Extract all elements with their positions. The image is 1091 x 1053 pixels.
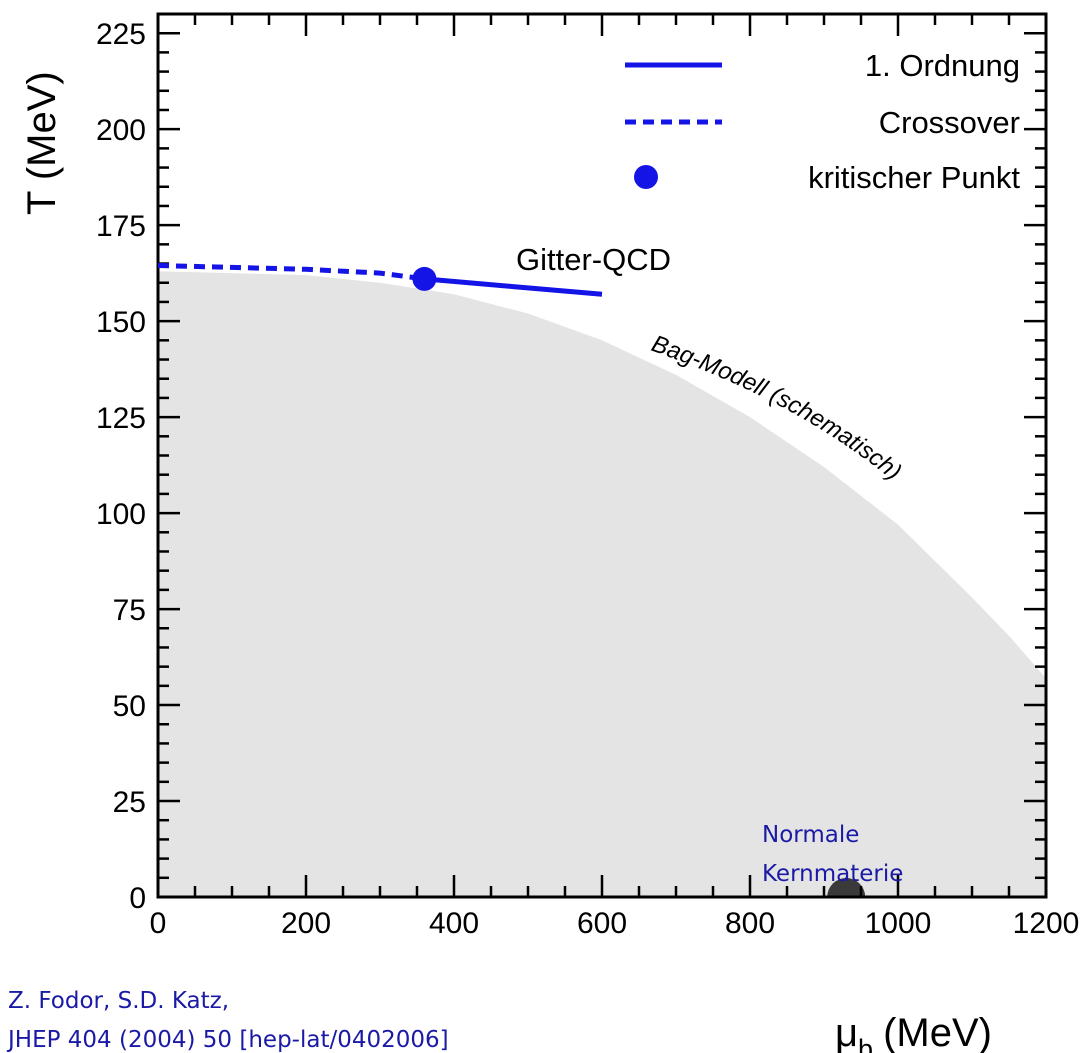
first-order-line [424, 276, 603, 297]
x-tick-label: 600 [577, 907, 627, 940]
x-axis-unit: (MeV) [883, 1011, 992, 1053]
y-tick-label: 125 [96, 402, 146, 435]
y-tick-label: 225 [96, 18, 146, 51]
normal-nuclear-matter-marker [827, 878, 866, 897]
x-tick-label: 200 [281, 907, 331, 940]
normal-matter-label-line1: Normale [762, 822, 859, 848]
x-axis-subscript: b [858, 1034, 873, 1053]
x-tick-label: 1000 [865, 907, 932, 940]
x-tick-label: 0 [150, 907, 167, 940]
y-tick-label: 75 [113, 594, 146, 627]
x-tick-label: 1200 [1013, 907, 1080, 940]
legend: 1. Ordnung Crossover kritischer Punkt [625, 48, 1020, 195]
x-tick-label: 400 [429, 907, 479, 940]
y-tick-label: 0 [129, 882, 146, 915]
y-tick-label: 50 [113, 690, 146, 723]
y-tick-label: 25 [113, 786, 146, 819]
plot-area [158, 271, 1046, 897]
x-tick-label: 800 [725, 907, 775, 940]
y-tick-label: 150 [96, 306, 146, 339]
x-tick-labels: 0 200 400 600 800 1000 1200 [150, 907, 1080, 940]
crossover-line [157, 263, 425, 282]
x-axis-symbol: μ [835, 1011, 858, 1053]
y-tick-label: 100 [96, 498, 146, 531]
normal-matter-label-line2: Kernmaterie [762, 861, 903, 887]
y-tick-label: 200 [96, 114, 146, 147]
lattice-qcd-label: Gitter-QCD [516, 242, 671, 277]
phase-curves [157, 263, 603, 297]
bag-model-region [158, 271, 1046, 897]
legend-dot-sample [634, 165, 658, 189]
legend-label-crossover: Crossover [879, 105, 1020, 140]
citation-reference: JHEP 404 (2004) 50 [hep-lat/0402006] [8, 1027, 449, 1053]
y-tick-labels: 0 25 50 75 100 125 150 175 200 225 [96, 18, 146, 915]
legend-label-first-order: 1. Ordnung [865, 48, 1020, 83]
x-axis-title: μb (MeV) [835, 1011, 992, 1053]
y-axis-title: T (MeV) [20, 71, 64, 215]
critical-point-marker [412, 266, 437, 291]
y-tick-label: 175 [96, 210, 146, 243]
citation-authors: Z. Fodor, S.D. Katz, [8, 988, 230, 1014]
legend-label-critical-point: kritischer Punkt [808, 160, 1020, 195]
